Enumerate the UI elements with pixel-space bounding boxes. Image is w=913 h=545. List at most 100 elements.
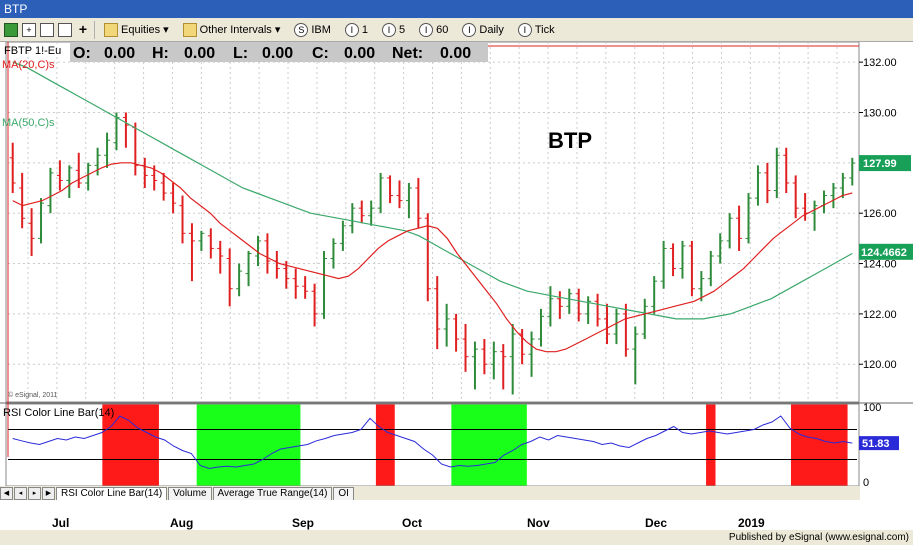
chart-title: BTP — [548, 128, 592, 153]
month-label: Dec — [645, 516, 668, 530]
other-intervals-button[interactable]: Other Intervals ▾ — [178, 20, 286, 40]
rsi-title: RSI Color Line Bar(14) — [3, 407, 114, 419]
last-price-tag — [859, 155, 911, 172]
equities-button[interactable]: Equities ▾ — [99, 20, 174, 40]
rsi-zone — [375, 404, 395, 486]
month-label: Oct — [402, 516, 423, 530]
net-value: 0.00 — [440, 45, 471, 62]
rsi-zone — [790, 404, 848, 486]
quote-bar — [70, 42, 488, 62]
price-grid — [8, 42, 857, 402]
price-axis-label: 130.00 — [863, 107, 897, 119]
price-axis-label: 126.00 — [863, 208, 897, 220]
interval-daily-button[interactable]: I Daily — [457, 20, 508, 40]
price-axis[interactable]: 120.00122.00124.00126.00128.00130.00132.… — [859, 57, 913, 371]
interval-icon: I — [462, 22, 477, 37]
copy-icon[interactable] — [58, 22, 72, 37]
rsi-zone — [706, 404, 716, 486]
high-value: 0.00 — [184, 45, 215, 62]
chart-canvas[interactable]: 120.00122.00124.00126.00128.00130.00132.… — [0, 41, 913, 501]
ma50-line — [12, 61, 853, 320]
interval-icon: I — [382, 22, 397, 37]
price-axis-label: 122.00 — [863, 309, 897, 321]
indicator-tabs: ◀ ◂ ▸ ▶ RSI Color Line Bar(14) Volume Av… — [0, 486, 860, 500]
month-label: Nov — [527, 516, 550, 530]
symbol-icon: S — [294, 22, 309, 37]
last-tab-button[interactable]: ▶ — [42, 486, 55, 500]
open-value: 0.00 — [104, 45, 135, 62]
interval-60-button[interactable]: I 60 — [414, 20, 453, 40]
rsi-zones — [102, 404, 848, 486]
footer-text: Published by eSignal (www.esignal.com) — [728, 532, 909, 543]
rsi-line — [12, 415, 853, 470]
high-label: H: — [152, 45, 169, 62]
low-value: 0.00 — [262, 45, 293, 62]
page-icon[interactable] — [40, 22, 54, 37]
month-row — [0, 500, 913, 530]
rsi-axis[interactable]: 05010051.83 — [859, 402, 899, 489]
folder-icon — [182, 22, 197, 37]
interval-icon: I — [517, 22, 532, 37]
month-label: Jul — [52, 516, 70, 530]
window-title: BTP — [4, 2, 28, 16]
price-axis-label: 120.00 — [863, 359, 897, 371]
symbol-ibm-button[interactable]: S IBM — [289, 20, 336, 40]
chart-icon[interactable] — [4, 22, 18, 37]
rsi-value-tag — [859, 436, 899, 451]
tab-oi[interactable]: OI — [333, 486, 354, 500]
rsi-axis-label: 0 — [863, 477, 869, 489]
last-price-label: 127.99 — [863, 158, 897, 170]
symbol-label: FBTP 1!-Eu — [4, 45, 61, 57]
first-tab-button[interactable]: ◀ — [0, 486, 13, 500]
chart-area[interactable]: 120.00122.00124.00126.00128.00130.00132.… — [0, 41, 913, 501]
ma20-line — [12, 162, 853, 353]
ma50-legend: MA(50,C)s — [2, 117, 55, 129]
low-label: L: — [233, 45, 248, 62]
net-label: Net: — [392, 45, 423, 62]
next-tab-button[interactable]: ▸ — [28, 486, 41, 500]
tab-rsi[interactable]: RSI Color Line Bar(14) — [56, 486, 168, 500]
interval-5-label: 5 — [399, 23, 406, 36]
copyright: © eSignal, 2011 — [8, 391, 58, 399]
price-bars — [9, 112, 856, 395]
price-axis-label: 132.00 — [863, 57, 897, 69]
tab-atr[interactable]: Average True Range(14) — [212, 486, 333, 500]
close-value: 0.00 — [344, 45, 375, 62]
interval-tick-button[interactable]: I Tick — [513, 20, 560, 40]
interval-daily-label: Daily — [479, 23, 504, 36]
rsi-zone — [451, 404, 527, 486]
other-intervals-label: Other Intervals — [199, 23, 272, 36]
equities-label: Equities — [121, 23, 161, 36]
folder-icon — [104, 22, 118, 37]
add-chart-icon[interactable]: + — [22, 22, 36, 37]
ma50-value-tag — [859, 243, 913, 260]
toolbar-divider — [94, 20, 95, 39]
open-label: O: — [73, 45, 91, 62]
window-title-bar: BTP — [0, 0, 913, 18]
plus-icon[interactable]: + — [78, 20, 88, 37]
interval-60-label: 60 — [436, 23, 449, 36]
prev-tab-button[interactable]: ◂ — [14, 486, 27, 500]
interval-1-label: 1 — [361, 23, 369, 36]
month-label: 2019 — [738, 516, 765, 530]
price-axis-label: 124.00 — [863, 259, 897, 271]
month-label: Sep — [292, 516, 315, 530]
ma20-legend: MA(20,C)s — [2, 59, 55, 71]
month-label: Aug — [170, 516, 194, 530]
interval-icon: I — [419, 22, 434, 37]
rsi-zone — [196, 404, 301, 486]
tab-volume[interactable]: Volume — [168, 486, 212, 500]
ibm-label: IBM — [311, 23, 331, 36]
interval-icon: I — [344, 22, 359, 37]
rsi-zone — [102, 404, 159, 486]
rsi-axis-label: 100 — [863, 402, 881, 414]
interval-tick-label: Tick — [534, 23, 555, 36]
footer: Published by eSignal (www.esignal.com) — [0, 530, 913, 545]
rsi-value-label: 51.83 — [862, 438, 890, 450]
close-label: C: — [312, 45, 329, 62]
rsi-levels — [8, 429, 857, 460]
ma50-value-label: 124.4662 — [861, 247, 907, 259]
